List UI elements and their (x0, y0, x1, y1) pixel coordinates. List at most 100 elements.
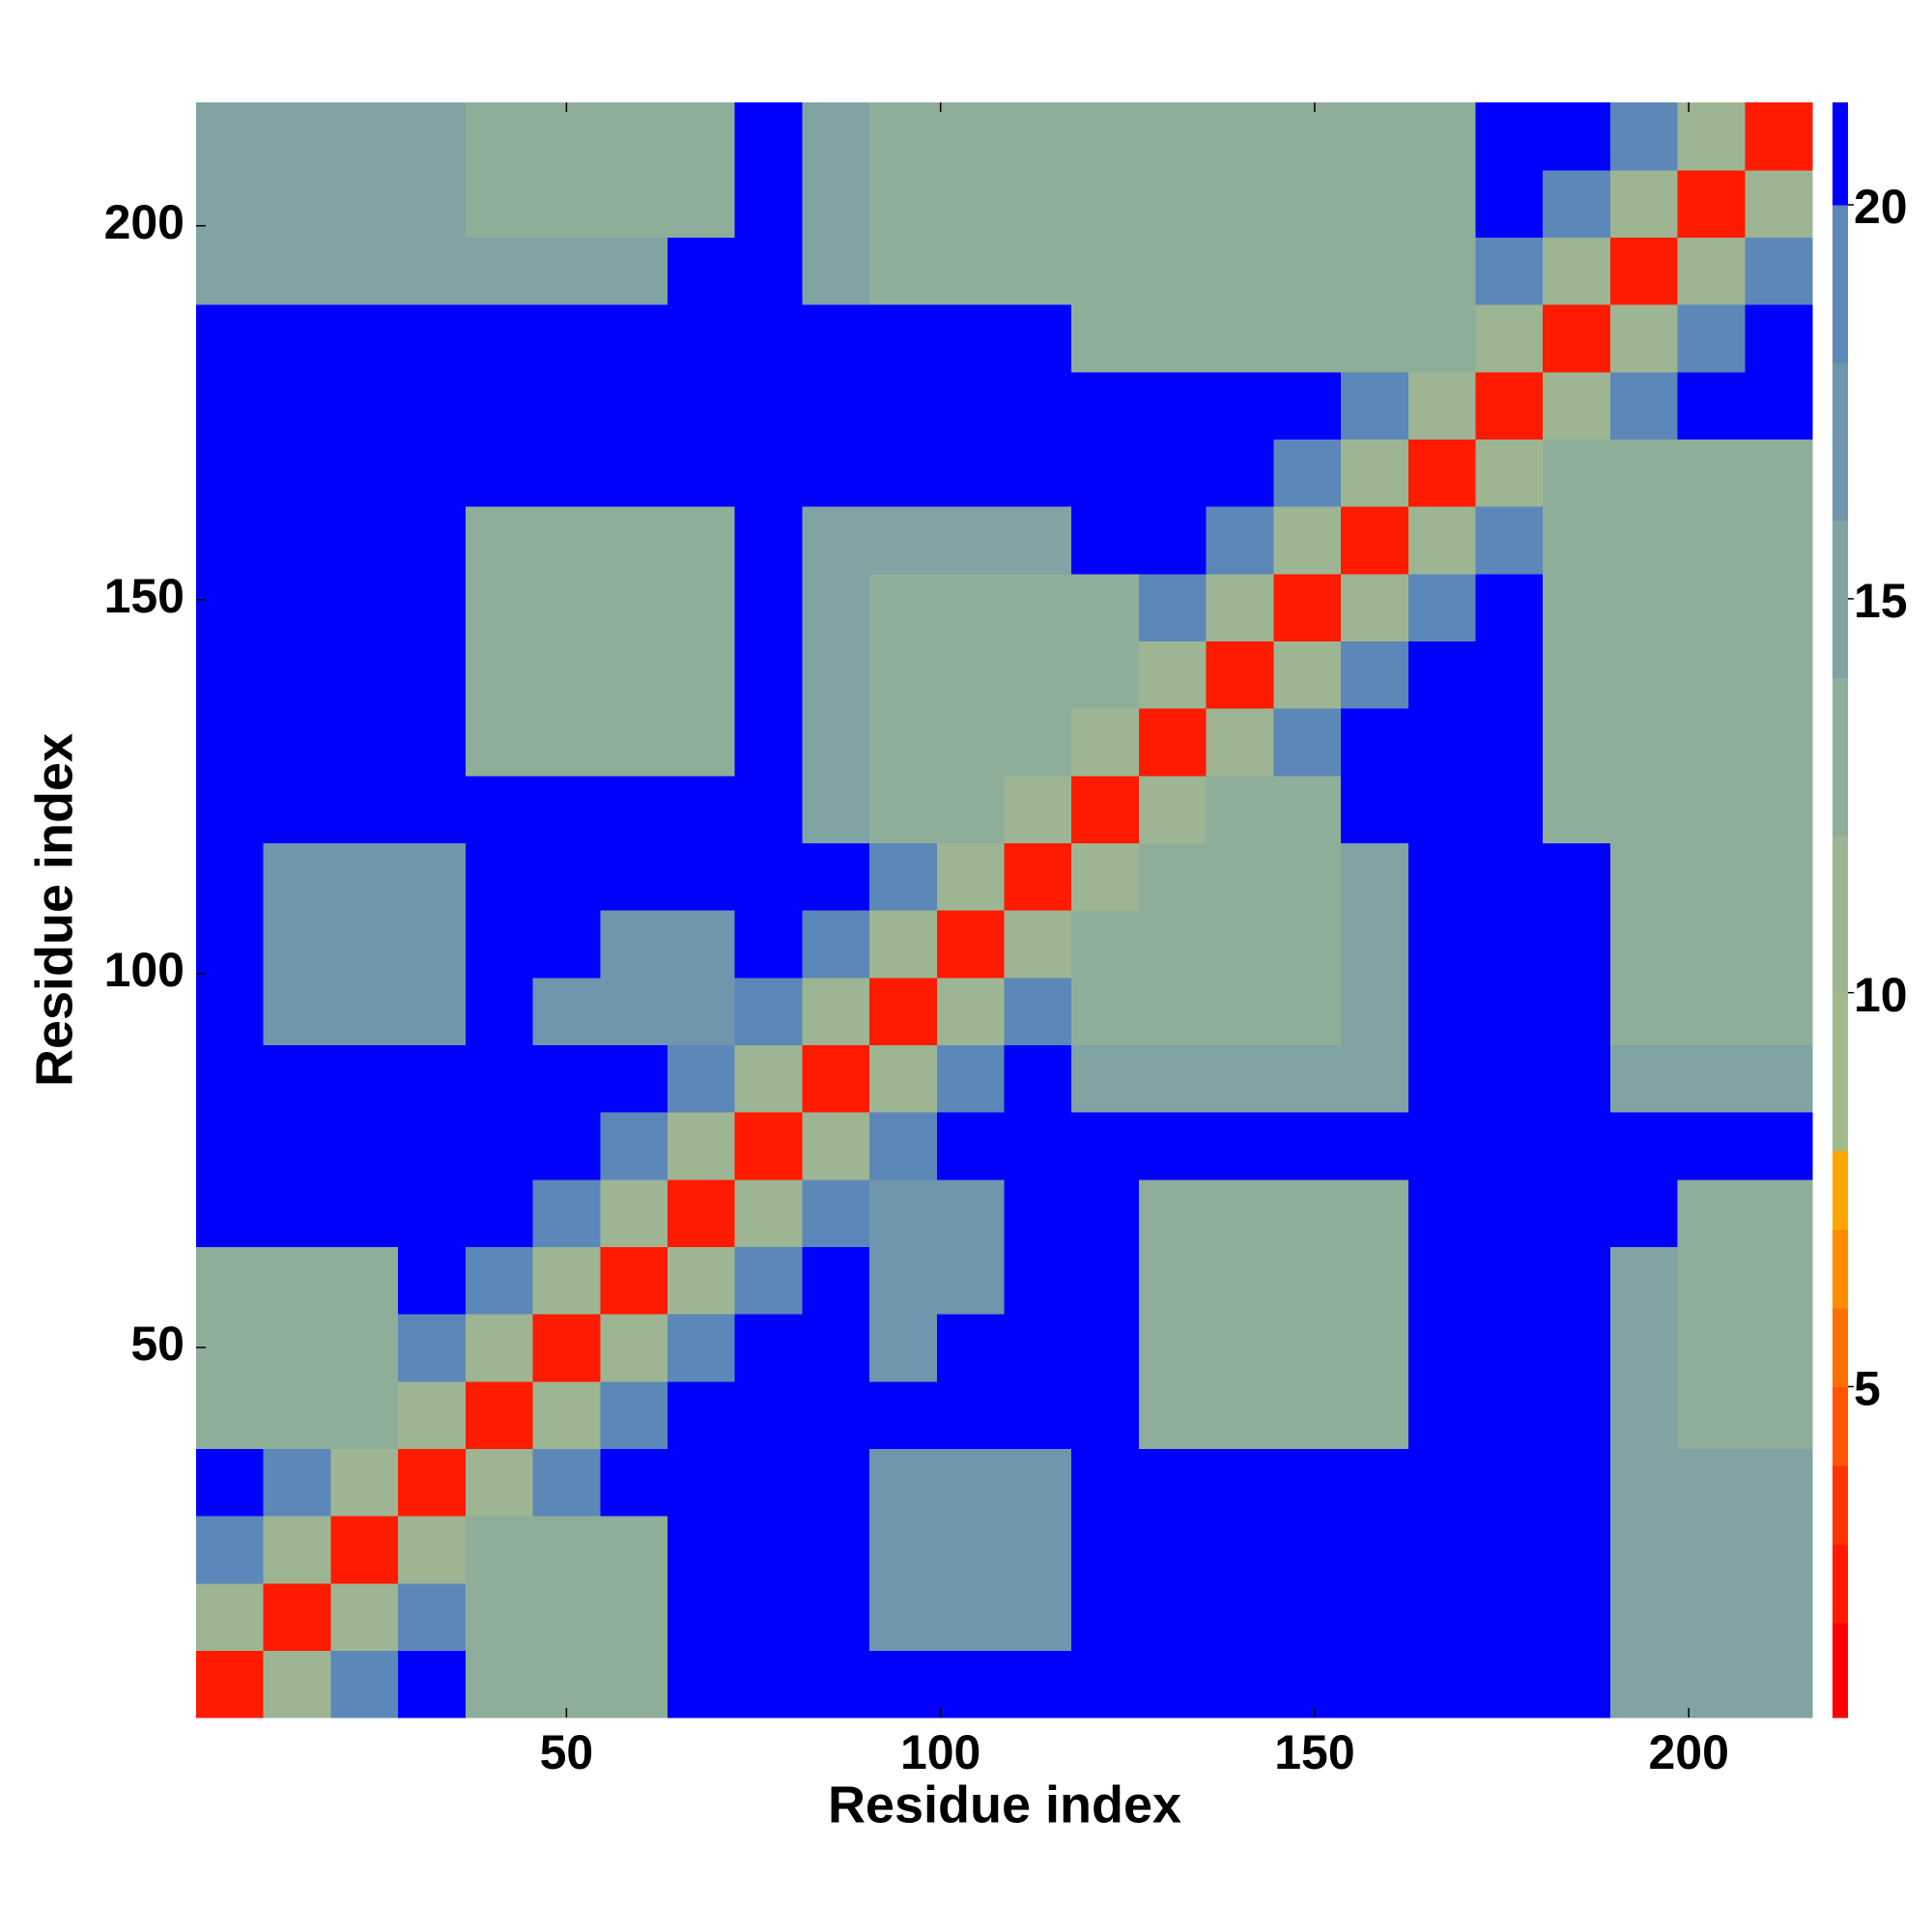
cell (196, 102, 265, 171)
cell (1071, 1448, 1140, 1517)
cell (1609, 977, 1679, 1045)
cell (1341, 102, 1409, 171)
cell (1475, 842, 1544, 911)
cell (1138, 1179, 1208, 1247)
cell (869, 1582, 938, 1651)
cell (734, 169, 803, 238)
cell (1273, 169, 1342, 238)
cell (667, 237, 736, 305)
cell (1071, 708, 1140, 777)
cell (802, 169, 870, 238)
cell (1677, 842, 1746, 911)
cell (667, 1044, 736, 1113)
cell (802, 573, 870, 641)
cell (1609, 1448, 1679, 1517)
cell (1138, 1516, 1208, 1584)
cell (1543, 506, 1611, 575)
cell (1138, 775, 1208, 843)
y-tick-label: 150 (104, 569, 185, 623)
cell (936, 1448, 1006, 1517)
cell (1407, 842, 1477, 911)
cell (263, 1650, 332, 1719)
cell (802, 1044, 870, 1113)
cell (398, 169, 467, 238)
cell (1004, 304, 1072, 373)
cell (532, 1314, 601, 1382)
cell (1475, 1448, 1544, 1517)
cell (398, 1314, 467, 1382)
cell (600, 910, 668, 979)
cell (600, 842, 668, 911)
cell (1206, 640, 1274, 709)
cell (1609, 304, 1679, 373)
cell (1273, 237, 1342, 305)
cell (330, 640, 399, 709)
cell (1273, 439, 1342, 507)
cell (1206, 506, 1274, 575)
cell (330, 1112, 399, 1180)
cell (532, 1582, 601, 1651)
cell (263, 640, 332, 709)
cell (1138, 102, 1208, 171)
cell (1273, 910, 1342, 979)
cell (465, 1516, 534, 1584)
cell (600, 102, 668, 171)
cell (1071, 304, 1140, 373)
cell (1273, 1380, 1342, 1449)
cell (734, 1246, 803, 1315)
cell (1543, 1650, 1611, 1719)
cell (1273, 1650, 1342, 1719)
cell (936, 1582, 1006, 1651)
cell (734, 573, 803, 641)
cell (1071, 842, 1140, 911)
cell (600, 1516, 668, 1584)
cell (1609, 439, 1679, 507)
cell (263, 1246, 332, 1315)
cell (1609, 1582, 1679, 1651)
cell (1138, 708, 1208, 777)
cell (1273, 977, 1342, 1045)
cell (1004, 775, 1072, 843)
cell (667, 169, 736, 238)
cell (1609, 708, 1679, 777)
cell (1004, 1448, 1072, 1517)
cell (330, 977, 399, 1045)
cell (263, 1516, 332, 1584)
cell (1609, 237, 1679, 305)
cell (869, 1448, 938, 1517)
cell (1609, 169, 1679, 238)
cell (1609, 1112, 1679, 1180)
cell (1071, 1179, 1140, 1247)
cell (1745, 910, 1813, 979)
cell (600, 1112, 668, 1180)
cell (263, 1314, 332, 1382)
cell (1206, 1246, 1274, 1315)
y-tick-label: 100 (104, 943, 185, 997)
cell (1543, 708, 1611, 777)
cell (196, 775, 265, 843)
cell (1273, 1112, 1342, 1180)
cell (936, 1380, 1006, 1449)
cell (1745, 1314, 1813, 1382)
cell (802, 506, 870, 575)
cell (869, 1650, 938, 1719)
cell (869, 506, 938, 575)
cell (1677, 1582, 1746, 1651)
cell (734, 1112, 803, 1180)
x-tick-label: 100 (900, 1725, 980, 1779)
cell (802, 1179, 870, 1247)
cell (196, 1380, 265, 1449)
cell (1543, 439, 1611, 507)
cell (869, 102, 938, 171)
cell (1745, 775, 1813, 843)
cell (1138, 842, 1208, 911)
cell (1745, 708, 1813, 777)
cell (1341, 371, 1409, 440)
cell (1206, 304, 1274, 373)
colorbar-tick-label: 20 (1854, 180, 1908, 234)
cell (1004, 1112, 1072, 1180)
cell (398, 439, 467, 507)
cell (1341, 1380, 1409, 1449)
cell (398, 842, 467, 911)
